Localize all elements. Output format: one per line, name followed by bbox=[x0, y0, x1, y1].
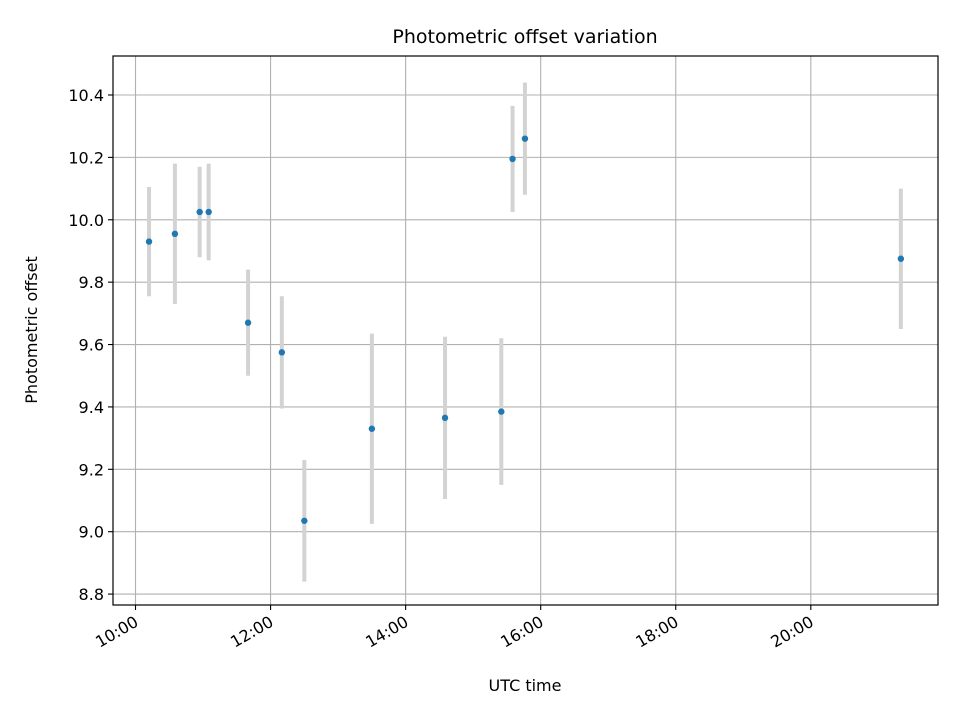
x-tick-label: 12:00 bbox=[227, 612, 276, 652]
data-point bbox=[509, 155, 516, 163]
y-tick-label: 10.4 bbox=[68, 86, 104, 105]
y-tick-label: 9.4 bbox=[79, 398, 104, 417]
data-point bbox=[368, 425, 376, 432]
x-tick-label: 20:00 bbox=[767, 612, 816, 652]
data-point bbox=[897, 255, 905, 262]
data-point bbox=[278, 349, 286, 356]
y-axis-ticks: 8.8 9.0 9.2 9.4 9.6 9.8 10.0 10.2 10.4 bbox=[68, 86, 113, 604]
chart-title: Photometric offset variation bbox=[392, 26, 657, 48]
x-tick-label: 16:00 bbox=[497, 612, 546, 652]
x-tick-label: 18:00 bbox=[632, 612, 681, 652]
data-point bbox=[301, 517, 308, 524]
data-point bbox=[145, 238, 153, 245]
data-point bbox=[205, 208, 212, 216]
y-tick-label: 10.0 bbox=[68, 211, 104, 230]
data-point bbox=[244, 319, 252, 326]
y-tick-label: 9.6 bbox=[79, 336, 104, 355]
y-axis-label: Photometric offset bbox=[22, 256, 41, 404]
data-points bbox=[145, 135, 905, 524]
data-point bbox=[196, 208, 203, 216]
data-point bbox=[521, 135, 529, 142]
data-point bbox=[171, 230, 179, 238]
y-tick-label: 9.0 bbox=[79, 523, 104, 542]
x-axis-ticks: 10:00 12:00 14:00 16:00 18:00 20:00 bbox=[92, 605, 817, 652]
data-point bbox=[441, 414, 449, 422]
x-tick-label: 14:00 bbox=[362, 612, 411, 652]
data-point bbox=[498, 408, 505, 415]
y-tick-label: 10.2 bbox=[68, 148, 104, 167]
x-tick-label: 10:00 bbox=[92, 612, 141, 652]
plot-frame bbox=[112, 55, 939, 606]
y-tick-label: 8.8 bbox=[79, 585, 104, 604]
x-axis-label: UTC time bbox=[489, 676, 562, 695]
y-tick-label: 9.8 bbox=[79, 273, 104, 292]
y-tick-label: 9.2 bbox=[79, 460, 104, 479]
